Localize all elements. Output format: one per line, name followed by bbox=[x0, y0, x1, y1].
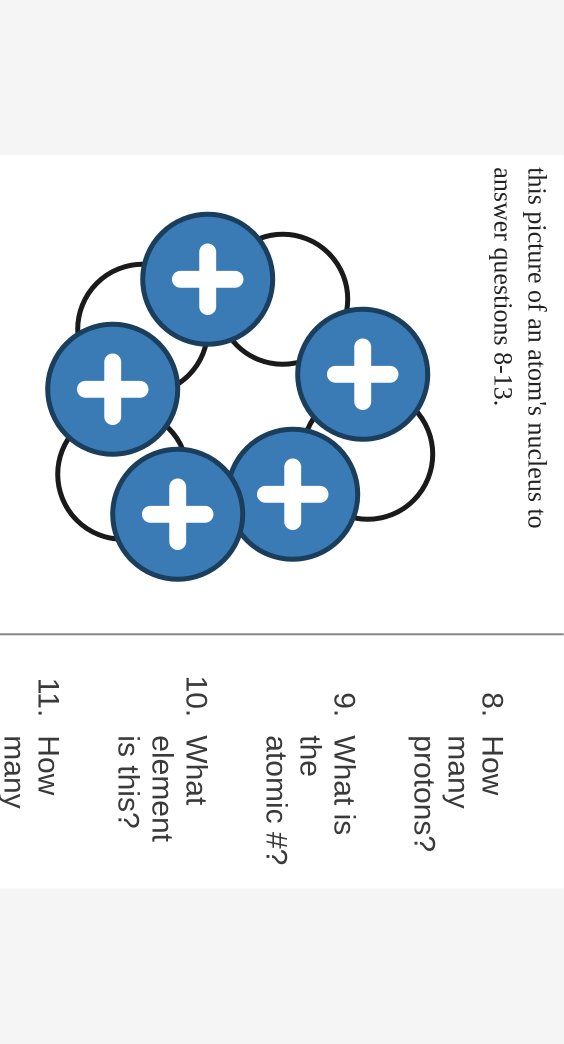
worksheet-page: this picture of an atom's nucleus to ans… bbox=[0, 155, 564, 888]
proton-particle bbox=[298, 309, 428, 439]
question-number: 8. bbox=[475, 675, 509, 735]
nucleus-diagram-container bbox=[10, 167, 476, 621]
question-number: 10. bbox=[179, 675, 213, 735]
plus-icon bbox=[77, 381, 149, 398]
instructions-line-2: answer questions 8-13. bbox=[489, 167, 518, 406]
question-text: What element is this? bbox=[111, 735, 213, 868]
proton-particle bbox=[143, 214, 273, 344]
nucleus-diagram bbox=[23, 174, 463, 614]
plus-icon bbox=[142, 506, 214, 523]
plus-icon bbox=[257, 486, 329, 503]
instructions-text: this picture of an atom's nucleus to ans… bbox=[486, 167, 554, 621]
question-text: How many protons? bbox=[407, 735, 509, 868]
proton-particle bbox=[228, 429, 358, 559]
instructions-line-1: this picture of an atom's nucleus to bbox=[523, 167, 552, 528]
plus-icon bbox=[327, 366, 399, 383]
left-panel: this picture of an atom's nucleus to ans… bbox=[0, 155, 564, 635]
proton-particle bbox=[113, 449, 243, 579]
question-text: What is the atomic #? bbox=[259, 735, 361, 868]
proton-particle bbox=[48, 324, 178, 454]
plus-icon bbox=[172, 271, 244, 288]
question-item: 10. What element is this? bbox=[111, 675, 213, 868]
question-item: 8. How many protons? bbox=[407, 675, 509, 868]
question-item: 11. How many neutrons? bbox=[0, 675, 65, 868]
question-item: 9. What is the atomic #? bbox=[259, 675, 361, 868]
question-number: 9. bbox=[327, 675, 361, 735]
question-text: How many neutrons? bbox=[0, 735, 65, 868]
questions-panel: 8. How many protons? 9. What is the atom… bbox=[0, 635, 564, 888]
question-number: 11. bbox=[31, 675, 65, 735]
